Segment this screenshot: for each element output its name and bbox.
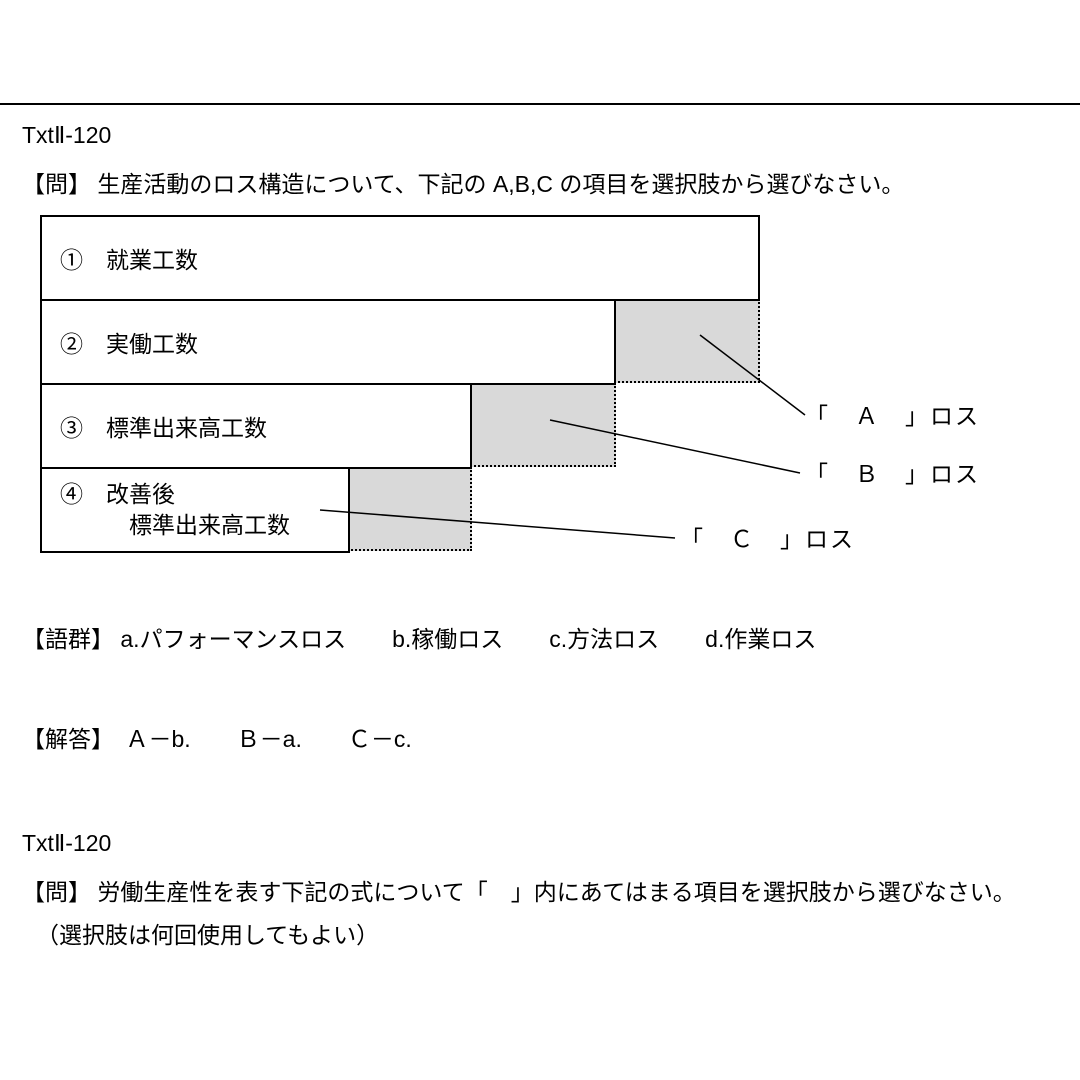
callout-label-b: 「 Ｂ 」ロス [805, 455, 980, 489]
q1-id: TxtⅡ-120 [22, 122, 111, 149]
bar-2: ② 実働工数 [40, 299, 616, 385]
bar-1: ① 就業工数 [40, 215, 760, 301]
loss-region-a [614, 299, 760, 383]
bar-4: ④ 改善後 標準出来高工数 [40, 467, 350, 553]
callout-label-c: 「 Ｃ 」ロス [680, 520, 855, 554]
bar-1-label: ① 就業工数 [60, 241, 198, 275]
loss-region-c [348, 467, 472, 551]
bar-3: ③ 標準出来高工数 [40, 383, 472, 469]
q2-note: （選択肢は何回使用してもよい） [36, 916, 379, 950]
q1-answer: 【解答】 Ａ－b. Ｂ－a. Ｃ－c. [22, 720, 412, 754]
q2-prompt: 【問】 労働生産性を表す下記の式について「 」内にあてはまる項目を選択肢から選び… [22, 873, 1016, 907]
bar-4-label-line2: 標準出来高工数 [60, 510, 290, 541]
loss-region-b [470, 383, 616, 467]
q1-wordbank: 【語群】 a.パフォーマンスロス b.稼働ロス c.方法ロス d.作業ロス [22, 620, 816, 654]
bar-2-label: ② 実働工数 [60, 325, 198, 359]
bar-3-label: ③ 標準出来高工数 [60, 409, 267, 443]
page-top-rule [0, 103, 1080, 105]
q1-prompt: 【問】 生産活動のロス構造について、下記の A,B,C の項目を選択肢から選びな… [22, 165, 904, 199]
bar-4-label-line1: ④ 改善後 [60, 479, 175, 510]
callout-label-a: 「 Ａ 」ロス [805, 397, 980, 431]
q2-id: TxtⅡ-120 [22, 830, 111, 857]
loss-structure-diagram: ① 就業工数 ② 実働工数 ③ 標準出来高工数 ④ 改善後 標準出来高工数 「 … [40, 215, 1020, 595]
page: TxtⅡ-120 【問】 生産活動のロス構造について、下記の A,B,C の項目… [0, 0, 1080, 1080]
